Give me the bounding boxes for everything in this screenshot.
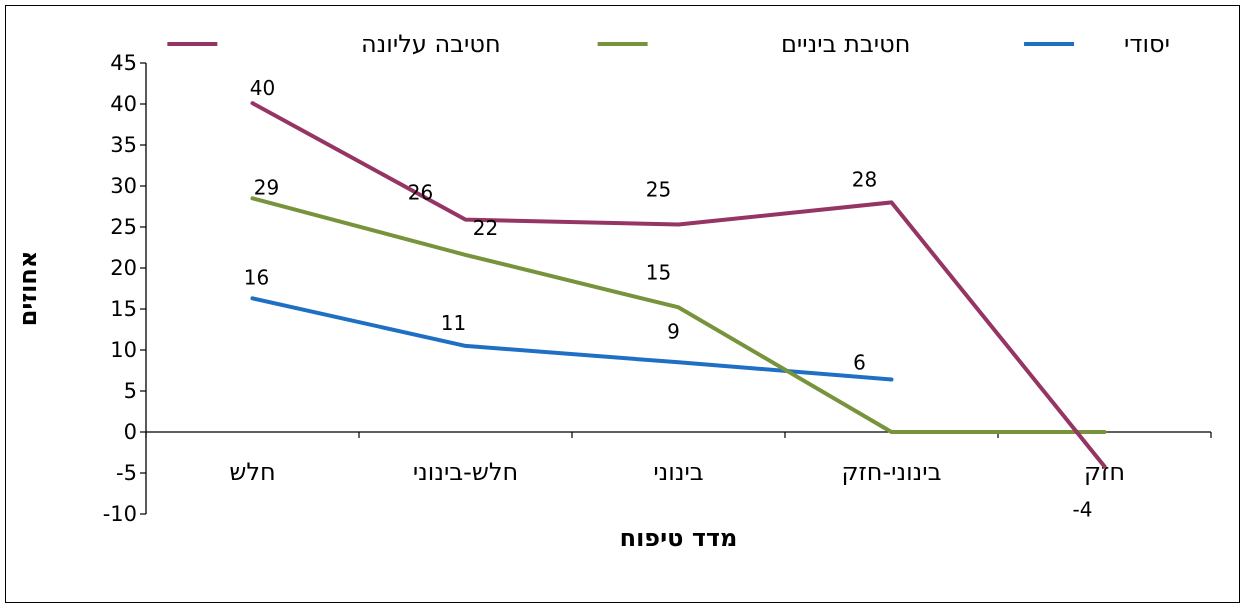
data-label: 6 bbox=[853, 351, 866, 375]
data-label: 29 bbox=[254, 175, 279, 199]
x-tick-label: חלש bbox=[229, 458, 275, 486]
x-tick-label: חזק bbox=[1084, 458, 1125, 486]
y-tick-label: 35 bbox=[110, 133, 137, 157]
data-label: 28 bbox=[852, 167, 877, 191]
data-label: 40 bbox=[250, 76, 275, 100]
data-label: 15 bbox=[646, 260, 671, 284]
data-label: -4 bbox=[1073, 497, 1093, 521]
y-axis-title: אחוזים bbox=[14, 251, 42, 327]
series-line bbox=[250, 296, 894, 382]
y-axis: -10 -5 0 5 10 15 20 25 30 35 40 45 bbox=[103, 51, 147, 526]
data-label: 16 bbox=[244, 265, 269, 289]
y-tick-label: 45 bbox=[110, 51, 137, 75]
y-tick-label: 10 bbox=[110, 338, 137, 362]
series-layer bbox=[250, 101, 1107, 469]
y-tick-label: 15 bbox=[110, 297, 137, 321]
data-label: 9 bbox=[667, 319, 680, 343]
y-tick-label: 30 bbox=[110, 174, 137, 198]
legend-label: חטיבת ביניים bbox=[781, 30, 910, 58]
legend: יסודי חטיבת ביניים חטיבה עליונה bbox=[167, 30, 1170, 58]
x-tick-label: בינוני bbox=[653, 458, 703, 486]
legend-label: חטיבה עליונה bbox=[361, 30, 501, 58]
data-label: 11 bbox=[441, 311, 466, 335]
data-label: 22 bbox=[473, 216, 498, 240]
y-tick-label: 5 bbox=[124, 379, 137, 403]
y-tick-label: 25 bbox=[110, 215, 137, 239]
x-axis-title: מדד טיפוח bbox=[620, 524, 738, 552]
chart-frame: יסודי חטיבת ביניים חטיבה עליונה -10 -5 0 5 10 1… bbox=[5, 5, 1240, 603]
series-line bbox=[250, 101, 1107, 469]
y-tick-label: 20 bbox=[110, 256, 137, 280]
y-tick-label: 0 bbox=[124, 420, 137, 444]
data-label: 26 bbox=[408, 181, 433, 205]
y-tick-label: -10 bbox=[103, 502, 137, 526]
data-labels: 6 9 11 16 15 22 29 -4 28 25 26 40 bbox=[244, 76, 1093, 521]
series-line bbox=[250, 196, 1107, 434]
y-tick-label: 40 bbox=[110, 92, 137, 116]
y-tick-label: -5 bbox=[116, 461, 137, 485]
x-tick-label: חלש-בינוני bbox=[413, 458, 518, 486]
line-chart: יסודי חטיבת ביניים חטיבה עליונה -10 -5 0 5 10 1… bbox=[14, 30, 1212, 552]
data-label: 25 bbox=[646, 178, 671, 202]
x-axis: חזק בינוני-חזק בינוני חלש-בינוני חלש bbox=[145, 431, 1212, 486]
x-tick-label: בינוני-חזק bbox=[841, 458, 941, 486]
legend-label: יסודי bbox=[1124, 30, 1170, 58]
